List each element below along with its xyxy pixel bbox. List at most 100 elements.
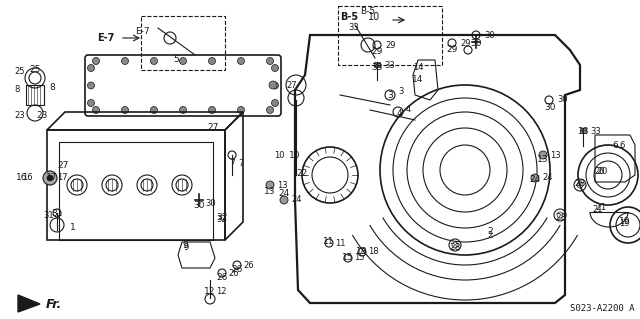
- Circle shape: [237, 57, 244, 64]
- Text: 2: 2: [488, 231, 493, 240]
- Text: 6: 6: [612, 142, 618, 151]
- Text: 20: 20: [595, 167, 605, 176]
- Bar: [580, 128, 586, 133]
- Circle shape: [150, 57, 157, 64]
- Text: 33: 33: [349, 24, 360, 33]
- Text: 19: 19: [619, 219, 629, 228]
- Text: 13: 13: [277, 181, 287, 189]
- Circle shape: [280, 196, 288, 204]
- Text: 33: 33: [371, 63, 383, 72]
- Text: 28: 28: [574, 179, 586, 188]
- Text: 17: 17: [46, 174, 58, 182]
- Text: 10: 10: [368, 12, 380, 22]
- Text: 13: 13: [537, 154, 548, 164]
- Circle shape: [271, 82, 278, 89]
- Text: 33: 33: [384, 61, 395, 70]
- Circle shape: [43, 171, 57, 185]
- Text: 12: 12: [216, 287, 227, 296]
- Text: 18: 18: [368, 248, 379, 256]
- Text: 30: 30: [557, 95, 568, 105]
- Text: 31: 31: [51, 209, 63, 218]
- Text: 4: 4: [406, 106, 412, 115]
- Circle shape: [539, 151, 547, 159]
- Text: 14: 14: [413, 63, 423, 72]
- Text: 29: 29: [446, 46, 458, 55]
- Circle shape: [209, 57, 216, 64]
- Circle shape: [88, 100, 95, 107]
- Text: 16: 16: [16, 173, 28, 182]
- Text: 1: 1: [70, 224, 76, 233]
- Circle shape: [122, 57, 129, 64]
- Circle shape: [88, 64, 95, 71]
- Text: 2: 2: [487, 227, 493, 236]
- Text: 30: 30: [470, 39, 482, 48]
- Text: 24: 24: [542, 174, 552, 182]
- Circle shape: [269, 81, 277, 89]
- Text: 19: 19: [620, 218, 631, 226]
- Text: 22: 22: [296, 169, 308, 179]
- Text: 30: 30: [544, 102, 556, 112]
- Text: 25: 25: [29, 65, 41, 75]
- Bar: [26, 85, 44, 105]
- Text: 17: 17: [57, 174, 68, 182]
- Circle shape: [266, 181, 274, 189]
- Text: 9: 9: [184, 243, 189, 253]
- Text: 23: 23: [14, 110, 24, 120]
- Text: 30: 30: [193, 202, 205, 211]
- Text: 24: 24: [291, 196, 301, 204]
- Text: 12: 12: [204, 286, 216, 295]
- Text: 9: 9: [182, 241, 188, 250]
- Text: 27: 27: [58, 161, 68, 170]
- Text: Fr.: Fr.: [46, 299, 62, 311]
- Circle shape: [47, 175, 53, 181]
- Text: 7: 7: [238, 159, 243, 167]
- Text: 29: 29: [385, 41, 396, 49]
- Circle shape: [179, 107, 186, 114]
- Text: 13: 13: [264, 187, 276, 196]
- Text: S023-A2200 A: S023-A2200 A: [570, 304, 634, 313]
- Bar: [59, 142, 213, 240]
- Text: 26: 26: [228, 269, 239, 278]
- Circle shape: [179, 57, 186, 64]
- Text: 7: 7: [229, 159, 235, 167]
- Text: 5: 5: [173, 56, 179, 64]
- Text: 18: 18: [356, 248, 368, 256]
- Text: B-5: B-5: [340, 12, 358, 22]
- Text: 15: 15: [342, 253, 354, 262]
- Circle shape: [271, 64, 278, 71]
- Text: 33: 33: [577, 127, 589, 136]
- Text: 6: 6: [620, 140, 625, 150]
- Circle shape: [88, 82, 95, 89]
- Text: 3: 3: [398, 87, 403, 97]
- Text: 32: 32: [216, 213, 228, 222]
- Text: 11: 11: [323, 236, 335, 246]
- Circle shape: [150, 107, 157, 114]
- Text: 29: 29: [460, 39, 470, 48]
- Bar: [374, 62, 380, 67]
- Text: E-7: E-7: [98, 33, 115, 43]
- Text: 26: 26: [231, 265, 243, 275]
- Text: 21: 21: [595, 204, 607, 212]
- Text: 30: 30: [484, 31, 495, 40]
- Text: 32: 32: [217, 216, 227, 225]
- Text: 24: 24: [529, 174, 541, 183]
- Text: 10: 10: [275, 151, 285, 160]
- Text: 10: 10: [289, 151, 301, 160]
- Text: 8: 8: [14, 85, 19, 94]
- Circle shape: [266, 57, 273, 64]
- Bar: [47, 130, 225, 240]
- Text: 13: 13: [550, 151, 561, 160]
- Text: 30: 30: [205, 199, 216, 209]
- Text: 20: 20: [596, 167, 608, 176]
- Text: 16: 16: [22, 173, 33, 182]
- Text: 26: 26: [243, 261, 253, 270]
- Text: 27: 27: [286, 80, 296, 90]
- Text: 3: 3: [387, 91, 393, 100]
- Text: 33: 33: [590, 127, 601, 136]
- Circle shape: [93, 107, 99, 114]
- Text: 24: 24: [278, 189, 290, 197]
- Text: 8: 8: [49, 84, 55, 93]
- Text: 25: 25: [14, 68, 24, 77]
- Text: E-7: E-7: [134, 27, 149, 36]
- Circle shape: [266, 107, 273, 114]
